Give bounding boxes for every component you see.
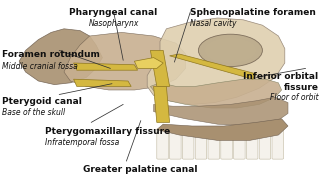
Text: Pterygoid canal: Pterygoid canal (2, 97, 82, 106)
FancyBboxPatch shape (195, 129, 207, 159)
Text: Sphenopalatine foramen: Sphenopalatine foramen (190, 8, 316, 17)
FancyBboxPatch shape (170, 129, 181, 159)
Text: Pterygomaxillary fissure: Pterygomaxillary fissure (45, 127, 170, 136)
Polygon shape (170, 54, 256, 79)
Text: Infratemporal fossa: Infratemporal fossa (45, 138, 119, 147)
Polygon shape (150, 50, 170, 86)
Polygon shape (150, 79, 282, 108)
Text: Foramen rotundum: Foramen rotundum (2, 50, 100, 59)
Polygon shape (154, 86, 170, 122)
Polygon shape (134, 58, 163, 68)
FancyBboxPatch shape (182, 129, 194, 159)
FancyBboxPatch shape (208, 129, 220, 159)
Text: Nasal cavity: Nasal cavity (190, 19, 237, 28)
Text: Base of the skull: Base of the skull (2, 108, 65, 117)
Polygon shape (64, 32, 186, 90)
Polygon shape (157, 119, 288, 140)
Polygon shape (154, 97, 288, 126)
FancyBboxPatch shape (246, 129, 258, 159)
Ellipse shape (198, 34, 262, 67)
FancyBboxPatch shape (234, 129, 245, 159)
Text: Middle cranial fossa: Middle cranial fossa (2, 62, 77, 71)
Text: Pharyngeal canal: Pharyngeal canal (69, 8, 158, 17)
Text: fissure: fissure (284, 83, 318, 92)
Polygon shape (147, 18, 285, 104)
FancyBboxPatch shape (259, 129, 271, 159)
Polygon shape (74, 63, 138, 70)
FancyBboxPatch shape (272, 129, 284, 159)
FancyBboxPatch shape (157, 129, 168, 159)
Text: Floor of orbit: Floor of orbit (270, 93, 318, 102)
Text: Inferior orbital: Inferior orbital (243, 72, 318, 81)
Ellipse shape (205, 38, 256, 63)
FancyBboxPatch shape (221, 129, 232, 159)
Text: Greater palatine canal: Greater palatine canal (83, 165, 198, 174)
Polygon shape (74, 79, 131, 86)
Text: Nasopharynx: Nasopharynx (88, 19, 139, 28)
Polygon shape (19, 29, 102, 85)
